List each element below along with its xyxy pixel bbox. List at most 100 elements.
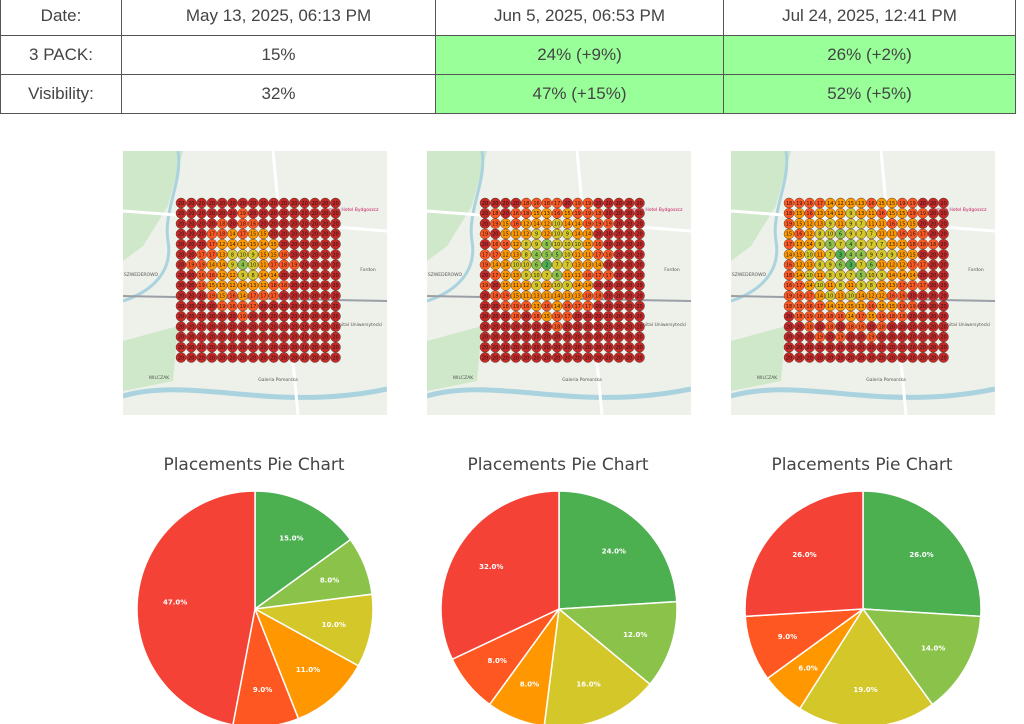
rank-dot[interactable] — [268, 300, 279, 312]
rank-dot[interactable] — [634, 300, 645, 312]
rank-dot[interactable] — [938, 280, 949, 291]
pie-slice-4-6[interactable] — [557, 600, 678, 686]
rank-dot[interactable] — [593, 249, 604, 260]
rank-dot[interactable] — [824, 238, 836, 250]
rank-dot[interactable] — [562, 259, 573, 271]
rank-dot[interactable] — [897, 321, 908, 332]
rank-dot[interactable] — [299, 228, 310, 240]
rank-dot[interactable] — [634, 197, 645, 209]
rank-dot[interactable] — [299, 300, 310, 312]
rank-dot[interactable] — [520, 249, 532, 260]
rank-dot[interactable] — [593, 238, 604, 250]
rank-dot[interactable] — [783, 197, 795, 209]
rank-dot[interactable] — [247, 280, 259, 291]
rank-dot[interactable] — [479, 321, 491, 332]
rank-dot[interactable] — [855, 311, 867, 322]
rank-dot[interactable] — [907, 228, 918, 240]
rank-dot[interactable] — [572, 300, 583, 312]
rank-dot[interactable] — [835, 197, 846, 209]
rank-dot[interactable] — [814, 341, 826, 353]
rank-dot[interactable] — [216, 280, 228, 291]
rank-dot[interactable] — [613, 352, 625, 363]
rank-dot[interactable] — [593, 311, 604, 322]
rank-dot[interactable] — [927, 290, 939, 301]
rank-dot[interactable] — [206, 331, 218, 343]
rank-dot[interactable] — [551, 228, 563, 240]
rank-dot[interactable] — [582, 208, 594, 219]
rank-dot[interactable] — [551, 321, 563, 332]
rank-dot[interactable] — [582, 249, 594, 260]
rank-dot[interactable] — [938, 218, 949, 229]
rank-dot[interactable] — [531, 280, 542, 291]
rank-dot[interactable] — [289, 228, 300, 240]
rank-dot[interactable] — [593, 300, 604, 312]
rank-dot[interactable] — [541, 249, 553, 260]
rank-dot[interactable] — [938, 331, 949, 343]
rank-dot[interactable] — [623, 269, 635, 281]
rank-dot[interactable] — [572, 208, 583, 219]
rank-dot[interactable] — [593, 280, 604, 291]
rank-dot[interactable] — [227, 218, 238, 229]
rank-dot[interactable] — [247, 352, 259, 363]
rank-dot[interactable] — [562, 208, 573, 219]
rank-dot[interactable] — [866, 259, 877, 271]
rank-dot[interactable] — [175, 311, 187, 322]
rank-dot[interactable] — [175, 290, 187, 301]
rank-dot[interactable] — [309, 228, 321, 240]
rank-dot[interactable] — [510, 228, 522, 240]
rank-dot[interactable] — [855, 352, 867, 363]
rank-dot[interactable] — [794, 208, 805, 219]
rank-dot[interactable] — [216, 228, 228, 240]
rank-dot[interactable] — [845, 311, 857, 322]
rank-dot[interactable] — [186, 197, 197, 209]
rank-dot[interactable] — [814, 290, 826, 301]
rank-dot[interactable] — [814, 228, 826, 240]
rank-dot[interactable] — [278, 341, 290, 353]
rank-dot[interactable] — [835, 218, 846, 229]
rank-dot[interactable] — [319, 259, 331, 271]
rank-dot[interactable] — [330, 321, 341, 332]
rank-dot[interactable] — [897, 208, 908, 219]
rank-dot[interactable] — [541, 208, 553, 219]
rank-dot[interactable] — [927, 352, 939, 363]
rank-dot[interactable] — [500, 218, 511, 229]
rank-dot[interactable] — [309, 259, 321, 271]
rank-dot[interactable] — [897, 341, 908, 353]
rank-dot[interactable] — [794, 228, 805, 240]
rank-dot[interactable] — [845, 208, 857, 219]
rank-dot[interactable] — [886, 259, 898, 271]
rank-dot[interactable] — [319, 269, 331, 281]
rank-dot[interactable] — [196, 259, 207, 271]
rank-dot[interactable] — [876, 352, 887, 363]
rank-dot[interactable] — [500, 208, 511, 219]
rank-dot[interactable] — [330, 300, 341, 312]
rank-dot[interactable] — [278, 290, 290, 301]
rank-dot[interactable] — [227, 249, 238, 260]
rank-dot[interactable] — [804, 269, 815, 281]
rank-dot[interactable] — [634, 269, 645, 281]
rank-dot[interactable] — [258, 341, 269, 353]
rank-dot[interactable] — [520, 218, 532, 229]
rank-dot[interactable] — [855, 259, 867, 271]
rank-dot[interactable] — [783, 300, 795, 312]
rank-dot[interactable] — [613, 259, 625, 271]
rank-dot[interactable] — [927, 269, 939, 281]
rank-dot[interactable] — [897, 228, 908, 240]
rank-dot[interactable] — [206, 321, 218, 332]
rank-dot[interactable] — [186, 238, 197, 250]
rank-dot[interactable] — [175, 238, 187, 250]
rank-dot[interactable] — [479, 197, 491, 209]
rank-dot[interactable] — [876, 311, 887, 322]
rank-dot[interactable] — [572, 259, 583, 271]
rank-dot[interactable] — [897, 352, 908, 363]
rank-dot[interactable] — [562, 331, 573, 343]
rank-dot[interactable] — [907, 238, 918, 250]
rank-dot[interactable] — [551, 249, 563, 260]
rank-dot[interactable] — [783, 331, 795, 343]
rank-dot[interactable] — [876, 321, 887, 332]
rank-dot[interactable] — [258, 249, 269, 260]
rank-dot[interactable] — [845, 269, 857, 281]
rank-dot[interactable] — [500, 300, 511, 312]
rank-dot[interactable] — [845, 300, 857, 312]
rank-dot[interactable] — [227, 321, 238, 332]
